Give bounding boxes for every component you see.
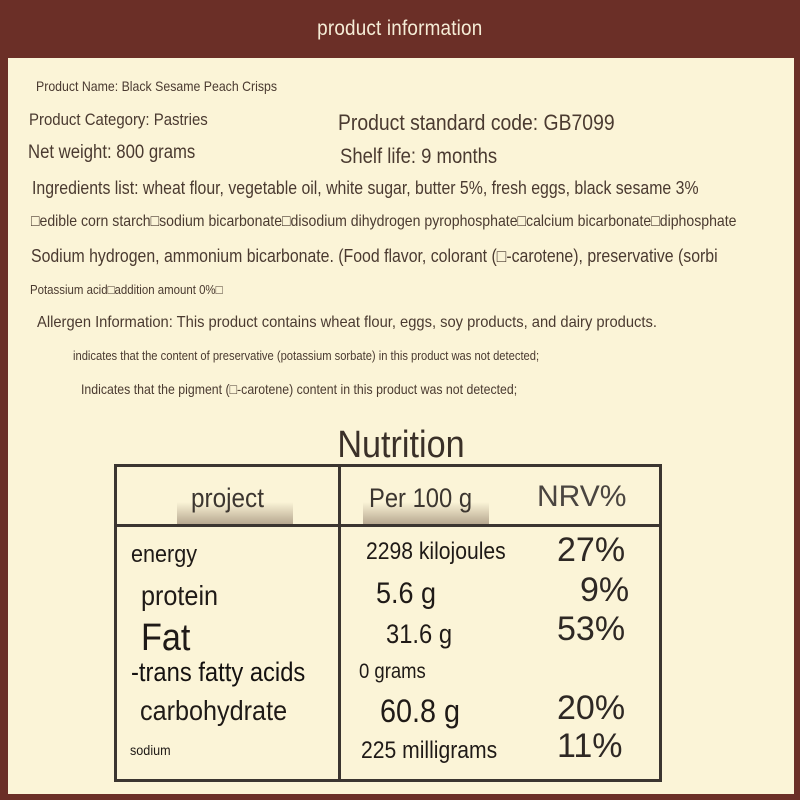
ingredients-line-1: Ingredients list: wheat flour, vegetable… — [32, 178, 699, 198]
row-name-protein: protein — [141, 580, 219, 611]
ingredients-line-4: Potassium acid□addition amount 0%□ — [30, 282, 223, 297]
header-divider — [117, 524, 659, 527]
row-amount-protein: 5.6 g — [376, 577, 437, 610]
row-nrv-fat: 53% — [557, 610, 626, 648]
net-weight: Net weight: 800 grams — [28, 142, 196, 163]
row-name-energy: energy — [131, 541, 198, 568]
ingredients-line-2: □edible corn starch□sodium bicarbonate□d… — [31, 213, 737, 230]
row-name-trans-fat: -trans fatty acids — [131, 657, 306, 687]
row-nrv-energy: 27% — [557, 531, 626, 569]
allergen-info: Allergen Information: This product conta… — [37, 314, 657, 331]
row-name-sodium: sodium — [130, 742, 171, 758]
product-category: Product Category: Pastries — [29, 110, 208, 129]
row-nrv-protein: 9% — [580, 571, 630, 609]
row-amount-fat: 31.6 g — [386, 619, 453, 649]
header-shade-left — [177, 502, 293, 524]
row-nrv-sodium: 11% — [557, 727, 623, 765]
standard-code: Product standard code: GB7099 — [338, 110, 615, 135]
column-divider — [338, 467, 341, 779]
note-line-2: Indicates that the pigment (□-carotene) … — [81, 381, 518, 397]
row-nrv-carbohydrate: 20% — [557, 689, 626, 727]
note-line-1: indicates that the content of preservati… — [73, 348, 540, 363]
product-name: Product Name: Black Sesame Peach Crisps — [36, 78, 278, 94]
header-project: project — [191, 483, 264, 513]
shelf-life: Shelf life: 9 months — [340, 145, 498, 168]
header-bar: product information — [0, 0, 800, 58]
header-title: product information — [317, 17, 483, 40]
row-amount-sodium: 225 milligrams — [361, 737, 498, 764]
header-shade-right — [363, 502, 489, 524]
row-amount-carbohydrate: 60.8 g — [380, 693, 461, 729]
nutrition-table: project Per 100 g NRV% energy 2298 kiloj… — [114, 464, 662, 782]
ingredients-line-3: Sodium hydrogen, ammonium bicarbonate. (… — [31, 246, 718, 266]
row-name-fat: Fat — [141, 617, 191, 659]
header-per-100g: Per 100 g — [369, 483, 473, 513]
row-name-carbohydrate: carbohydrate — [140, 695, 288, 726]
row-amount-energy: 2298 kilojoules — [366, 538, 506, 565]
header-nrv: NRV% — [537, 480, 627, 513]
info-panel: Product Name: Black Sesame Peach Crisps … — [8, 58, 794, 794]
nutrition-title: Nutrition — [337, 424, 465, 466]
row-amount-trans-fat: 0 grams — [359, 660, 426, 683]
